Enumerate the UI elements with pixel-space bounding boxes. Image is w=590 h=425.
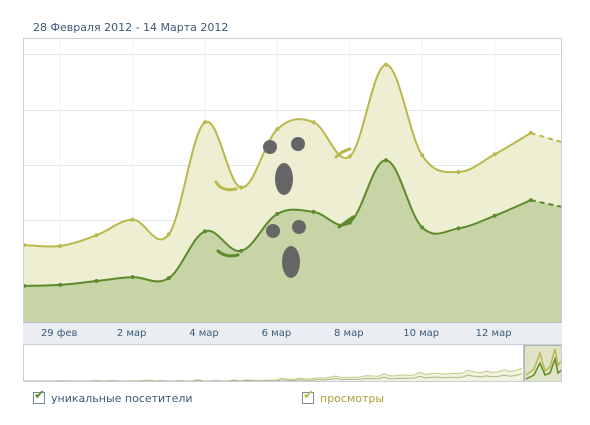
doodle-shape — [266, 224, 280, 238]
navigator-area — [24, 368, 524, 381]
data-point — [347, 154, 352, 159]
doodle-shape — [275, 163, 293, 195]
x-tick-label: 6 мар — [261, 328, 292, 339]
doodle-shape — [291, 137, 305, 151]
data-point — [203, 120, 207, 125]
data-point — [94, 233, 99, 238]
data-point — [58, 243, 63, 248]
doodle-shape — [292, 220, 306, 234]
legend-item-views[interactable]: ✔ просмотры — [302, 388, 385, 406]
doodle-stroke — [214, 180, 238, 192]
legend-label-unique-visitors[interactable]: уникальные посетители — [51, 391, 193, 405]
data-point — [492, 213, 497, 218]
legend-item-unique-visitors[interactable]: ✔ уникальные посетители — [33, 388, 193, 406]
data-point — [420, 153, 425, 158]
doodle-stroke — [334, 147, 352, 159]
views-checkbox[interactable]: ✔ — [302, 388, 314, 404]
unique-visitors-checkbox[interactable]: ✔ — [33, 388, 45, 404]
doodle-stroke — [337, 215, 355, 229]
data-point — [239, 185, 244, 190]
legend-label-views[interactable]: просмотры — [320, 391, 385, 405]
navigator-window-visitors — [525, 356, 561, 380]
data-point — [311, 209, 316, 214]
data-point — [384, 62, 388, 67]
doodle-shape — [263, 140, 277, 154]
x-tick-label: 10 мар — [403, 328, 440, 339]
data-point — [528, 198, 533, 203]
data-point — [203, 229, 207, 234]
series-forecast-0 — [530, 132, 561, 143]
data-point — [275, 127, 280, 132]
x-axis: 29 фев 2 мар 4 мар 6 мар 8 мар 10 мар 12 мар — [23, 322, 562, 344]
data-point — [24, 242, 26, 247]
range-navigator[interactable] — [23, 344, 562, 382]
series-line-1 — [24, 159, 532, 287]
doodle-shape — [282, 246, 300, 278]
x-tick-label: 2 мар — [116, 328, 147, 339]
navigator-line-visitors — [24, 373, 523, 381]
doodle-stroke — [216, 249, 240, 258]
data-point — [311, 120, 316, 125]
data-point — [384, 158, 388, 163]
navigator-selection[interactable] — [523, 345, 562, 382]
data-point — [456, 226, 461, 231]
data-point — [24, 283, 26, 288]
x-tick-label: 29 фев — [40, 328, 78, 339]
chart-plot-area — [23, 38, 562, 323]
data-point — [130, 275, 135, 280]
navigator-window-views — [525, 348, 561, 376]
navigator-line-views — [24, 367, 523, 381]
x-tick-label: 12 мар — [475, 328, 512, 339]
data-point — [492, 152, 497, 157]
x-tick-label: 8 мар — [334, 328, 364, 339]
series-forecast-1 — [530, 199, 561, 208]
navigator-svg — [24, 345, 562, 382]
data-point — [528, 130, 533, 135]
x-tick-label: 4 мар — [189, 328, 219, 339]
check-icon: ✔ — [34, 388, 45, 403]
data-point — [239, 248, 244, 253]
data-point — [166, 276, 171, 281]
data-point — [420, 225, 425, 230]
chart-svg — [24, 39, 561, 323]
data-point — [58, 282, 63, 287]
data-point — [130, 217, 135, 222]
check-icon: ✔ — [303, 388, 314, 403]
data-point — [166, 232, 171, 237]
data-point — [94, 279, 99, 284]
date-range-title: 28 Февраля 2012 - 14 Марта 2012 — [33, 21, 229, 34]
data-point — [456, 169, 461, 174]
data-point — [275, 211, 280, 216]
